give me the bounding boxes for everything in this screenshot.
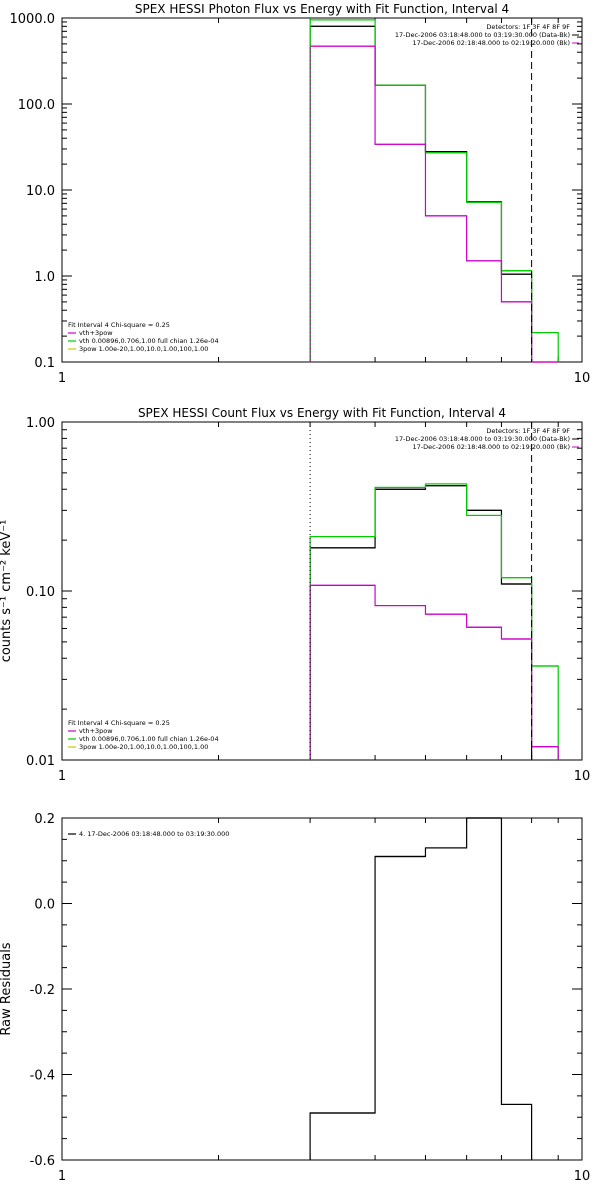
y-tick-label: -0.6 <box>30 1154 55 1169</box>
chart-panel-2: SPEX HESSI Count Flux vs Energy with Fit… <box>0 406 590 784</box>
info-line: 17-Dec-2006 03:18:48.000 to 03:19:30.000… <box>395 435 570 443</box>
series-line-component <box>309 45 559 363</box>
y-tick-label: 100.0 <box>18 98 55 113</box>
series-line-model <box>309 19 559 362</box>
legend-label: vth+3pow <box>79 329 113 337</box>
chart-title: SPEX HESSI Count Flux vs Energy with Fit… <box>138 406 506 420</box>
series-data <box>309 25 533 362</box>
series-component <box>309 584 559 760</box>
x-tick-label: 1 <box>58 1169 66 1184</box>
legend-label: vth+3pow <box>79 727 113 735</box>
legend: Fit Interval 4 Chi-square = 0.25vth+3pow… <box>68 719 219 751</box>
x-tick-label: 1 <box>58 769 66 784</box>
legend-header: Fit Interval 4 Chi-square = 0.25 <box>68 719 170 727</box>
y-tick-label: 0.2 <box>34 812 55 827</box>
chart-title: SPEX HESSI Photon Flux vs Energy with Fi… <box>135 2 509 16</box>
series-residual <box>309 817 533 1160</box>
x-tick-label: 10 <box>574 769 591 784</box>
y-tick-label: 1.00 <box>26 416 55 431</box>
plot-frame <box>61 421 583 761</box>
plot-frame <box>61 17 583 363</box>
legend: Fit Interval 4 Chi-square = 0.25vth+3pow… <box>68 321 219 353</box>
y-axis-ticks: 1000.0 100.0 10.0 1.0 0.1 <box>10 12 582 371</box>
legend-label: vth 0.00896,0.706,1.00 full chian 1.26e-… <box>79 735 219 743</box>
x-tick-label: 1 <box>58 371 66 386</box>
series-component <box>309 45 559 363</box>
x-axis-ticks: 1 10 <box>58 18 590 386</box>
x-tick-label: 10 <box>574 1169 591 1184</box>
legend-label: 4. 17-Dec-2006 03:18:48.000 to 03:19:30.… <box>79 830 229 838</box>
legend-label: vth 0.00896,0.706,1.00 full chian 1.26e-… <box>79 337 219 345</box>
legend-label: 3pow 1.00e-20,1.00,10.0,1.00,100,1.00 <box>79 743 208 751</box>
y-axis-label: Raw Residuals <box>0 942 14 1035</box>
legend-header: Fit Interval 4 Chi-square = 0.25 <box>68 321 170 329</box>
y-tick-label: -0.2 <box>30 983 55 998</box>
series-line-data <box>309 485 533 760</box>
info-line: Detectors: 1F 3F 4F 8F 9F <box>486 23 570 31</box>
legend: 4. 17-Dec-2006 03:18:48.000 to 03:19:30.… <box>68 830 229 838</box>
info-line: 17-Dec-2006 02:18:48.000 to 02:19:20.000… <box>413 443 571 451</box>
y-tick-label: 0.10 <box>26 585 55 600</box>
series-line-component <box>309 584 559 760</box>
y-axis-label: counts s⁻¹ cm⁻² keV⁻¹ <box>0 520 14 663</box>
y-tick-label: -0.4 <box>30 1069 55 1084</box>
x-axis-ticks: 1 10 <box>58 422 590 784</box>
series-data <box>309 485 533 760</box>
x-axis-ticks: 1 10 <box>58 818 590 1184</box>
y-tick-label: 0.01 <box>26 754 55 769</box>
chart-panel-1: SPEX HESSI Photon Flux vs Energy with Fi… <box>10 2 591 386</box>
chart-panel-3: Raw Residuals 1 10 0.2 0.0 -0.2 -0.4 -0.6 4. 17-… <box>0 812 590 1184</box>
legend-label: 3pow 1.00e-20,1.00,10.0,1.00,100,1.00 <box>79 345 208 353</box>
plot-frame <box>61 817 583 1161</box>
info-line: 17-Dec-2006 02:18:48.000 to 02:19:20.000… <box>413 39 571 47</box>
y-tick-label: 1.0 <box>34 270 55 285</box>
series-line-model <box>309 483 559 760</box>
series-line-residual <box>309 817 533 1160</box>
y-tick-label: 0.1 <box>34 356 55 371</box>
y-axis-ticks: 0.2 0.0 -0.2 -0.4 -0.6 <box>30 812 582 1169</box>
x-tick-label: 10 <box>574 371 591 386</box>
info-line: 17-Dec-2006 03:18:48.000 to 03:19:30.000… <box>395 31 570 39</box>
series-model <box>309 19 559 362</box>
y-tick-label: 10.0 <box>26 184 55 199</box>
info-line: Detectors: 1F 3F 4F 8F 9F <box>486 427 570 435</box>
y-tick-label: 0.0 <box>34 898 55 913</box>
series-line-data <box>309 25 533 362</box>
y-tick-label: 1000.0 <box>10 12 56 27</box>
series-model <box>309 483 559 760</box>
y-axis-ticks: 1.00 0.10 0.01 <box>26 416 582 769</box>
